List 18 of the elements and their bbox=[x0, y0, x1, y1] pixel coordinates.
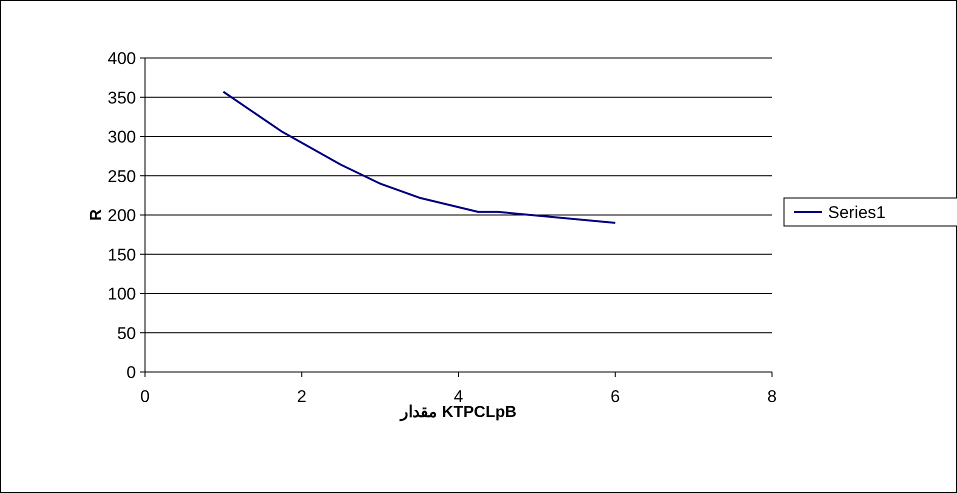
y-tick-label: 0 bbox=[126, 363, 136, 382]
x-tick-label: 8 bbox=[767, 387, 777, 406]
y-axis-title: R bbox=[88, 208, 105, 221]
line-series bbox=[222, 90, 616, 224]
y-tick-label: 100 bbox=[108, 284, 136, 304]
x-tick-label: 2 bbox=[297, 387, 306, 406]
y-tick-label: 150 bbox=[108, 245, 136, 264]
y-tick-label: 50 bbox=[117, 324, 136, 343]
y-tick-label: 200 bbox=[108, 206, 136, 225]
x-axis-title: مقدار KTPCLpB bbox=[399, 404, 517, 422]
x-tick-label: 4 bbox=[454, 387, 464, 406]
legend-label: Series1 bbox=[828, 203, 886, 222]
y-tick-label: 350 bbox=[108, 88, 136, 108]
y-tick-label: 250 bbox=[108, 166, 136, 186]
x-tick-label: 6 bbox=[610, 387, 620, 406]
y-tick-label: 300 bbox=[108, 128, 136, 146]
x-tick-label: 0 bbox=[140, 387, 150, 406]
y-tick-label: 400 bbox=[108, 49, 136, 68]
